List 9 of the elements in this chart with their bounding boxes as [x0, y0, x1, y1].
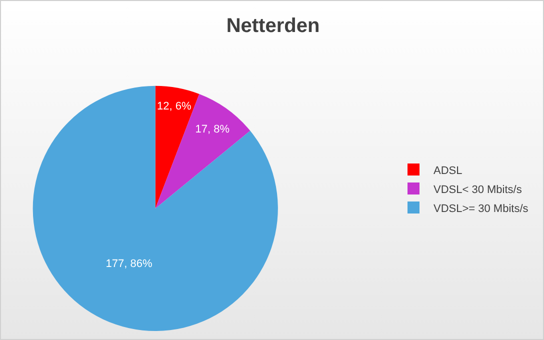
- pie-slice: [32, 86, 278, 331]
- chart-title: Netterden: [226, 15, 320, 37]
- data-label: 12, 6%: [157, 100, 192, 112]
- legend-label: VDSL>= 30 Mbits/s: [434, 202, 529, 215]
- pie-slice: [155, 94, 250, 208]
- data-label: 177, 86%: [106, 258, 152, 270]
- legend-label: VDSL< 30 Mbits/s: [434, 184, 522, 196]
- data-label: 17, 8%: [195, 123, 230, 136]
- legend-label: ADSL: [434, 164, 462, 177]
